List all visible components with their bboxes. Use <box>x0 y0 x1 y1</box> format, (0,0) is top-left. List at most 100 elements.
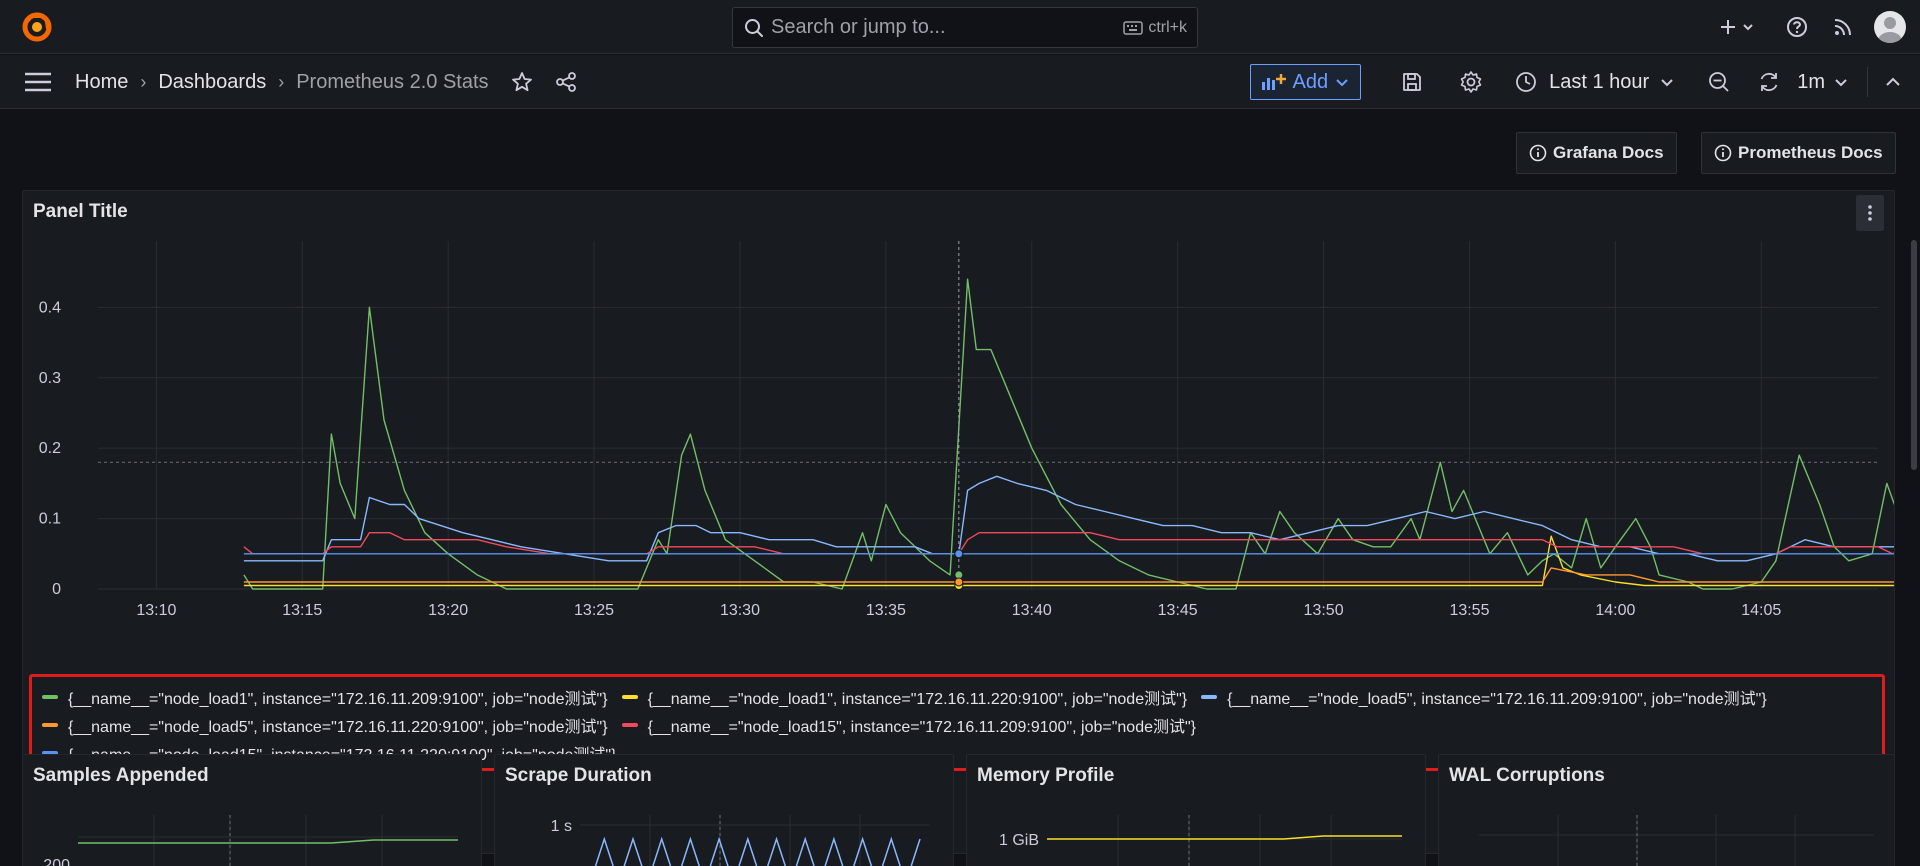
x-tick-label: 13:55 <box>1449 602 1489 619</box>
page-scrollbar[interactable] <box>1911 240 1917 470</box>
y-tick-label: 0.4 <box>39 299 61 316</box>
legend-item[interactable]: {__name__="node_load5", instance="172.16… <box>1201 683 1767 711</box>
wal-corruptions-chart[interactable] <box>1439 755 1894 866</box>
avatar[interactable] <box>1874 11 1906 43</box>
series-line-0 <box>594 836 921 866</box>
legend-label: {__name__="node_load1", instance="172.16… <box>647 691 1188 708</box>
save-icon <box>1403 73 1422 91</box>
x-tick-label: 13:15 <box>282 602 322 619</box>
user-icon <box>1878 17 1902 43</box>
y-tick-label: 1 GiB <box>999 832 1039 849</box>
chevron-down-icon <box>1336 79 1348 87</box>
add-panel-icon <box>1261 74 1286 90</box>
scrape-duration-chart[interactable]: 1 s <box>495 755 953 866</box>
legend-swatch <box>621 695 638 699</box>
top-bar: ctrl+k <box>0 0 1920 54</box>
breadcrumb-dashboards[interactable]: Dashboards <box>158 70 267 93</box>
wal-corruptions-panel: WAL Corruptions <box>1438 754 1895 866</box>
keyboard-icon <box>1123 20 1144 35</box>
save-dashboard-button[interactable] <box>1401 71 1423 93</box>
time-range-label: Last 1 hour <box>1549 70 1650 93</box>
chart-legend: {__name__="node_load1", instance="172.16… <box>29 674 1885 771</box>
time-series-panel: Panel Title 0 0.1 0.2 0.3 0.4 13:10 13:15 13:20… <box>22 190 1895 854</box>
star-icon[interactable] <box>511 71 533 93</box>
y-tick-label: 0.2 <box>39 440 61 457</box>
breadcrumb-separator: › <box>140 71 147 92</box>
legend-swatch <box>621 723 638 727</box>
samples-appended-panel: Samples Appended 200 <box>22 754 482 866</box>
info-icon <box>1529 144 1547 162</box>
menu-toggle-icon[interactable] <box>24 69 52 95</box>
legend-swatch <box>1201 695 1218 699</box>
x-tick-label: 13:20 <box>428 602 468 619</box>
series-line-0 <box>243 278 1894 590</box>
legend-label: {__name__="node_load1", instance="172.16… <box>68 691 608 708</box>
scrape-duration-panel: Scrape Duration 1 s <box>494 754 954 866</box>
y-tick-label: 0.3 <box>39 370 61 387</box>
panel-title: WAL Corruptions <box>1449 765 1605 786</box>
chevron-down-icon <box>1661 79 1673 87</box>
grafana-docs-label: Grafana Docs <box>1553 143 1664 162</box>
legend-item[interactable]: {__name__="node_load15", instance="172.1… <box>621 711 1197 739</box>
panel-menu-button[interactable] <box>1856 195 1884 231</box>
more-vertical-icon <box>1868 205 1872 221</box>
legend-label: {__name__="node_load5", instance="172.16… <box>1227 691 1767 708</box>
zoom-out-icon <box>1709 72 1729 92</box>
grafana-logo-icon[interactable] <box>20 10 54 44</box>
hover-point-5 <box>954 549 964 559</box>
help-icon[interactable] <box>1786 7 1808 47</box>
y-tick-label: 1 s <box>551 818 572 835</box>
breadcrumb: Home › Dashboards › Prometheus 2.0 Stats <box>75 55 577 109</box>
prometheus-docs-link[interactable]: Prometheus Docs <box>1701 132 1896 174</box>
series-line-3 <box>243 567 1894 583</box>
search-input[interactable] <box>771 16 1124 39</box>
legend-item[interactable]: {__name__="node_load1", instance="172.16… <box>42 683 608 711</box>
legend-swatch <box>42 751 58 755</box>
legend-swatch <box>42 723 58 727</box>
x-tick-label: 14:05 <box>1741 602 1781 619</box>
info-icon <box>1714 144 1732 162</box>
legend-swatch <box>42 695 58 699</box>
shortcut-label: ctrl+k <box>1148 18 1187 36</box>
main-chart[interactable]: 0 0.1 0.2 0.3 0.4 13:10 13:15 13:20 13:25 13:30 13… <box>23 191 1894 671</box>
refresh-picker[interactable]: 1m <box>1757 70 1849 94</box>
chevron-down-icon <box>1835 79 1847 87</box>
dashboard-content: Grafana Docs Prometheus Docs Panel Title… <box>0 110 1920 866</box>
panel-title: Scrape Duration <box>505 765 652 786</box>
legend-item[interactable]: {__name__="node_load1", instance="172.16… <box>621 683 1188 711</box>
samples-appended-chart[interactable]: 200 <box>23 755 481 866</box>
legend-item[interactable]: {__name__="node_load5", instance="172.16… <box>42 711 608 739</box>
search-bar[interactable]: ctrl+k <box>732 7 1198 48</box>
x-tick-label: 13:10 <box>136 602 176 619</box>
breadcrumb-current-dashboard: Prometheus 2.0 Stats <box>296 70 489 93</box>
dashboard-settings-button[interactable] <box>1459 70 1483 94</box>
panel-title: Panel Title <box>33 201 128 222</box>
series-line-2 <box>243 475 1894 562</box>
prometheus-docs-label: Prometheus Docs <box>1738 143 1883 162</box>
clock-icon <box>1516 72 1537 92</box>
plus-icon <box>1721 20 1753 34</box>
x-tick-label: 13:25 <box>574 602 614 619</box>
panel-title: Memory Profile <box>977 765 1115 786</box>
legend-label: {__name__="node_load5", instance="172.16… <box>68 719 608 736</box>
collapse-navbar-button[interactable] <box>1884 73 1902 91</box>
refresh-icon <box>1760 72 1778 92</box>
new-menu-button[interactable] <box>1720 7 1760 47</box>
hover-point-3 <box>954 577 964 587</box>
x-tick-label: 13:30 <box>720 602 760 619</box>
panel-title: Samples Appended <box>33 765 209 786</box>
share-icon[interactable] <box>555 71 577 93</box>
zoom-out-button[interactable] <box>1707 70 1731 94</box>
legend-label: {__name__="node_load15", instance="172.1… <box>647 719 1197 736</box>
series-line-4 <box>243 532 1894 555</box>
add-button[interactable]: Add <box>1249 64 1362 100</box>
breadcrumb-separator: › <box>278 71 285 92</box>
refresh-interval-label: 1m <box>1797 70 1825 93</box>
grafana-docs-link[interactable]: Grafana Docs <box>1516 132 1677 174</box>
x-tick-label: 13:35 <box>866 602 906 619</box>
rss-icon[interactable] <box>1832 7 1854 47</box>
time-range-picker[interactable]: Last 1 hour <box>1515 71 1675 94</box>
breadcrumb-home[interactable]: Home <box>75 70 129 93</box>
x-tick-label: 13:45 <box>1158 602 1198 619</box>
memory-profile-chart[interactable]: 1 GiB <box>967 755 1425 866</box>
